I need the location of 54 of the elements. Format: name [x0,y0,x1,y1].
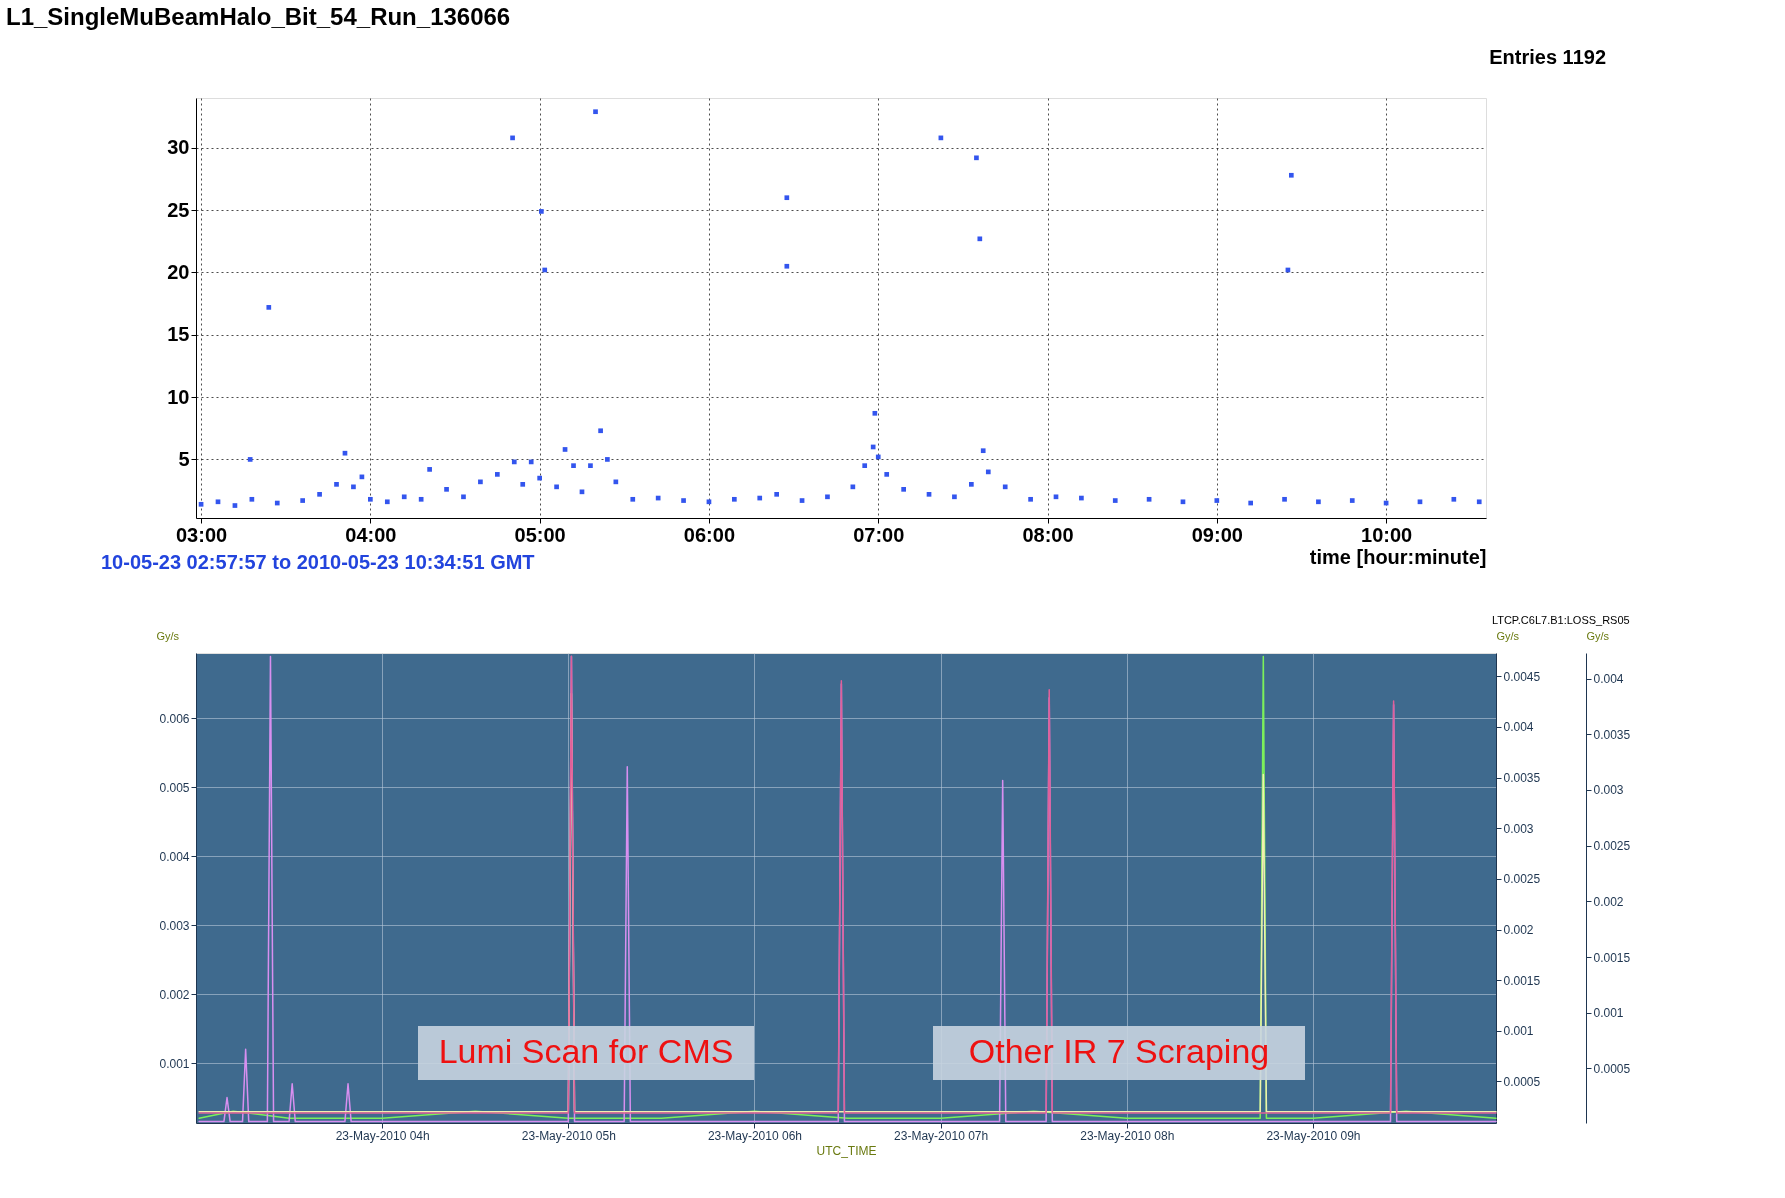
y2-tick-label: 0.0025 [1503,872,1541,887]
y3-tick-label: 0.002 [1593,894,1624,909]
y2-tick-label: 0.004 [1503,720,1534,735]
y3-tick-label: 0.0035 [1593,727,1631,742]
x-tick-label: 23-May-2010 04h [335,1128,430,1143]
y-tick-label: 15 [167,323,190,346]
y-tick-label: 0.001 [159,1056,190,1071]
y2-tick-label: 0.0045 [1503,669,1541,684]
y-tick-label: 0.006 [159,711,190,726]
annotation: Other IR 7 Scraping [968,1032,1270,1070]
text: 10-05-23 02:57:57 to 2010-05-23 10:34:51 GMT [101,551,535,573]
x-tick-label: 04:00 [345,523,397,546]
y2-axis-title: Gy/s [1496,629,1520,642]
y-tick-label: 0.002 [159,987,190,1002]
y-tick-label: 25 [167,198,190,221]
x-tick-label: 23-May-2010 08h [1080,1128,1175,1143]
y-tick-label: 10 [167,385,190,408]
annotation: Lumi Scan for CMS [438,1032,734,1070]
y3-tick-label: 0.004 [1593,672,1624,687]
y-tick-label: 0.005 [159,780,190,795]
y-tick-label: 0.004 [159,849,190,864]
y2-tick-label: 0.0035 [1503,771,1541,786]
y3-axis-title: Gy/s [1586,629,1610,642]
y2-tick-label: 0.0005 [1503,1074,1541,1089]
x-tick-label: 23-May-2010 09h [1266,1128,1361,1143]
y3-tick-label: 0.0025 [1593,839,1631,854]
x-tick-label: 08:00 [1022,523,1074,546]
x-tick-label: 23-May-2010 06h [707,1128,802,1143]
x-tick-label: 10:00 [1361,523,1413,546]
y-tick-label: 20 [167,260,190,283]
y-tick-label: 30 [167,136,190,159]
y3-tick-label: 0.001 [1593,1006,1624,1021]
x-axis-title: time [hour:minute] [1309,545,1487,568]
y2-tick-label: 0.003 [1503,821,1534,836]
chart-title: L1_SingleMuBeamHalo_Bit_54_Run_136066 [6,3,511,30]
y2-tick-label: 0.0015 [1503,973,1541,988]
text: Entries 1192 [1489,46,1606,68]
x-tick-label: 23-May-2010 07h [894,1128,989,1143]
x-tick-label: 03:00 [176,523,228,546]
y3-tick-label: 0.0015 [1593,950,1631,965]
x-tick-label: 06:00 [683,523,736,546]
y2-tick-label: 0.002 [1503,923,1534,938]
x-tick-label: 23-May-2010 05h [521,1128,616,1143]
x-tick-label: 05:00 [514,523,566,546]
y3-tick-label: 0.0005 [1593,1061,1631,1076]
x-tick-label: 09:00 [1191,523,1243,546]
y2-tick-label: 0.001 [1503,1024,1534,1039]
x-tick-label: 07:00 [853,523,905,546]
x-axis-title: UTC_TIME [816,1143,877,1158]
y-axis-title: Gy/s [156,629,180,642]
text: LTCP.C6L7.B1:LOSS_RS05 [1491,614,1630,626]
y3-tick-label: 0.003 [1593,783,1624,798]
y-tick-label: 0.003 [159,918,190,933]
y-tick-label: 5 [178,447,190,470]
